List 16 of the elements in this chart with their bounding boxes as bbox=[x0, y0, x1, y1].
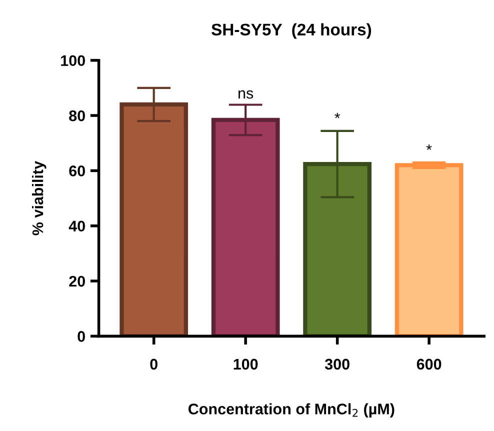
annotation: * bbox=[426, 144, 432, 150]
y-tick-label: 40 bbox=[68, 220, 85, 232]
y-tick-label: 100 bbox=[61, 55, 85, 66]
x-tick-label: 0 bbox=[150, 358, 158, 370]
x-tick-label: 300 bbox=[324, 358, 350, 370]
y-tick-label: 60 bbox=[69, 166, 85, 176]
x-tick-label: 100 bbox=[234, 358, 258, 370]
y-tick-label: 0 bbox=[78, 331, 85, 342]
y-axis-title: % viability bbox=[32, 160, 46, 236]
y-tick-label: 80 bbox=[69, 110, 85, 122]
x-axis-title: Concentration of MnCl$_{2}$ (µM) bbox=[188, 403, 394, 418]
annotation: * bbox=[334, 112, 340, 118]
chart-title: SH-SY5Y (24 hours) bbox=[212, 23, 372, 39]
x-tick-label: 600 bbox=[416, 358, 442, 370]
annotation: ns bbox=[238, 90, 254, 99]
y-tick-label: 20 bbox=[69, 276, 85, 287]
